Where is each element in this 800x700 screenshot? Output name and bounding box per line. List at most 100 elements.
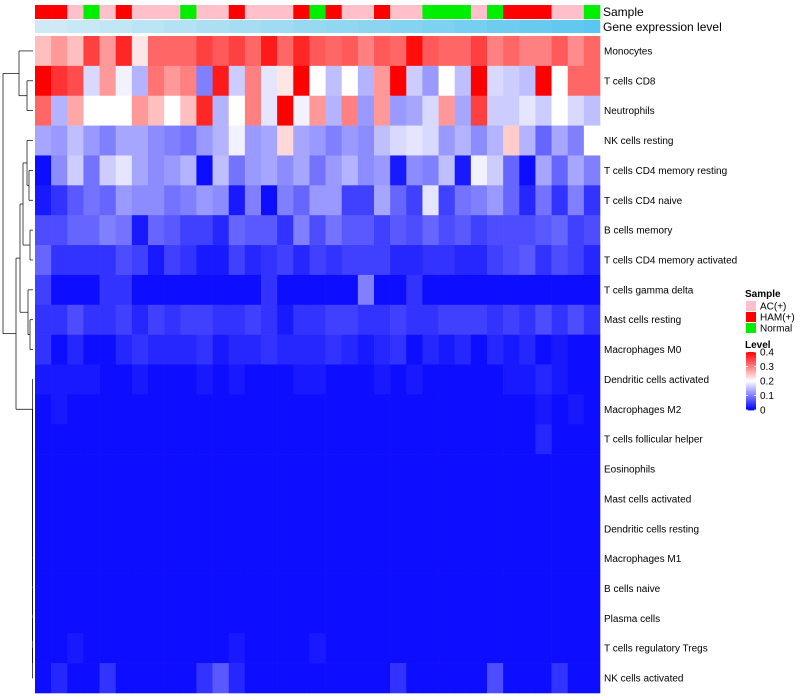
heatmap-cell bbox=[83, 185, 100, 216]
heatmap-cell bbox=[503, 125, 520, 156]
row-label: B cells naive bbox=[604, 584, 661, 595]
sample-annotation-cell bbox=[357, 5, 375, 19]
gene-expression-annotation-cell bbox=[422, 20, 439, 33]
heatmap-cell bbox=[51, 304, 68, 335]
heatmap-cell bbox=[180, 125, 197, 156]
heatmap-cell bbox=[325, 603, 343, 634]
heatmap-cell bbox=[244, 454, 262, 485]
heatmap-cell bbox=[67, 155, 84, 186]
heatmap-cell bbox=[99, 454, 117, 485]
heatmap-cell bbox=[99, 483, 117, 515]
heatmap-cell bbox=[164, 95, 181, 126]
heatmap-cell bbox=[261, 65, 278, 97]
heatmap-cell bbox=[551, 334, 569, 365]
heatmap-cell bbox=[341, 215, 359, 246]
gene-expression-annotation-cell bbox=[309, 20, 326, 33]
heatmap-cell bbox=[83, 215, 100, 246]
sample-annotation-cell bbox=[519, 5, 536, 19]
heatmap-cell bbox=[567, 513, 585, 544]
heatmap-cell bbox=[519, 603, 536, 634]
heatmap-cell bbox=[244, 304, 262, 335]
heatmap-cell bbox=[583, 424, 601, 455]
heatmap-cell bbox=[487, 65, 504, 97]
heatmap-cell bbox=[99, 155, 117, 186]
heatmap-cell bbox=[567, 274, 585, 306]
level-colorbar-step bbox=[746, 359, 756, 362]
heatmap-cell bbox=[341, 185, 359, 216]
heatmap-cell bbox=[487, 513, 504, 544]
heatmap-cell bbox=[180, 245, 197, 276]
heatmap-cell bbox=[390, 125, 407, 156]
heatmap-cell bbox=[67, 483, 84, 515]
heatmap-cell bbox=[438, 483, 456, 515]
heatmap-cell bbox=[583, 125, 601, 156]
heatmap-cell bbox=[406, 65, 423, 97]
heatmap-cell bbox=[422, 394, 439, 425]
heatmap-cell bbox=[422, 304, 439, 335]
level-colorbar-step bbox=[746, 379, 756, 382]
heatmap-cell bbox=[164, 603, 181, 634]
heatmap-cell bbox=[470, 364, 488, 395]
gene-expression-annotation-cell bbox=[99, 20, 117, 33]
heatmap-cell bbox=[261, 274, 278, 306]
heatmap-cell bbox=[325, 215, 343, 246]
heatmap-cell bbox=[115, 125, 133, 156]
heatmap-cell bbox=[487, 394, 504, 425]
heatmap-cell bbox=[438, 334, 456, 365]
heatmap-cell bbox=[406, 424, 423, 455]
heatmap-cell bbox=[196, 334, 213, 365]
heatmap-cell bbox=[67, 573, 84, 604]
heatmap-cell bbox=[454, 663, 472, 694]
heatmap-cell bbox=[390, 603, 407, 634]
heatmap-cell bbox=[51, 95, 68, 126]
heatmap-cell bbox=[519, 454, 536, 485]
heatmap-cell bbox=[341, 95, 359, 126]
heatmap-cell bbox=[228, 663, 246, 694]
heatmap-cell bbox=[99, 65, 117, 97]
heatmap-cell bbox=[487, 185, 504, 216]
row-label: T cells CD8 bbox=[604, 76, 656, 87]
heatmap-cell bbox=[131, 36, 149, 67]
heatmap-cell bbox=[374, 334, 391, 365]
heatmap-cell bbox=[341, 543, 359, 574]
heatmap-cell bbox=[67, 394, 84, 425]
heatmap-cell bbox=[422, 155, 439, 186]
heatmap-cell bbox=[470, 334, 488, 365]
heatmap-cell bbox=[228, 543, 246, 574]
heatmap-cell bbox=[99, 633, 117, 664]
heatmap-cell bbox=[470, 245, 488, 276]
heatmap-cell bbox=[180, 155, 197, 186]
heatmap-cell bbox=[180, 663, 197, 694]
heatmap-cell bbox=[503, 633, 520, 664]
heatmap-cell bbox=[341, 36, 359, 67]
heatmap-cell bbox=[454, 603, 472, 634]
heatmap-cell bbox=[131, 364, 149, 395]
heatmap-cell bbox=[51, 245, 68, 276]
heatmap-cell bbox=[519, 36, 536, 67]
heatmap-cell bbox=[583, 274, 601, 306]
level-colorbar-step bbox=[746, 363, 756, 366]
heatmap-cell bbox=[325, 454, 343, 485]
heatmap-cell bbox=[67, 334, 84, 365]
row-label: Plasma cells bbox=[604, 614, 660, 625]
heatmap-cell bbox=[244, 364, 262, 395]
heatmap-cell bbox=[293, 185, 310, 216]
heatmap-cell bbox=[244, 424, 262, 455]
heatmap-cell bbox=[390, 155, 407, 186]
heatmap-cell bbox=[35, 513, 52, 544]
heatmap-cell bbox=[293, 125, 310, 156]
heatmap-cell bbox=[309, 633, 326, 664]
heatmap-cell bbox=[115, 513, 133, 544]
heatmap-cell bbox=[406, 573, 423, 604]
heatmap-cell bbox=[374, 274, 391, 306]
heatmap-cell bbox=[583, 65, 601, 97]
heatmap-cell bbox=[228, 334, 246, 365]
heatmap-cell bbox=[148, 125, 165, 156]
heatmap-cell bbox=[519, 633, 536, 664]
heatmap-cell bbox=[519, 394, 536, 425]
heatmap-cell bbox=[406, 36, 423, 67]
heatmap-cell bbox=[180, 274, 197, 306]
heatmap-cell bbox=[341, 454, 359, 485]
heatmap-cell bbox=[422, 424, 439, 455]
heatmap-cell bbox=[567, 334, 585, 365]
